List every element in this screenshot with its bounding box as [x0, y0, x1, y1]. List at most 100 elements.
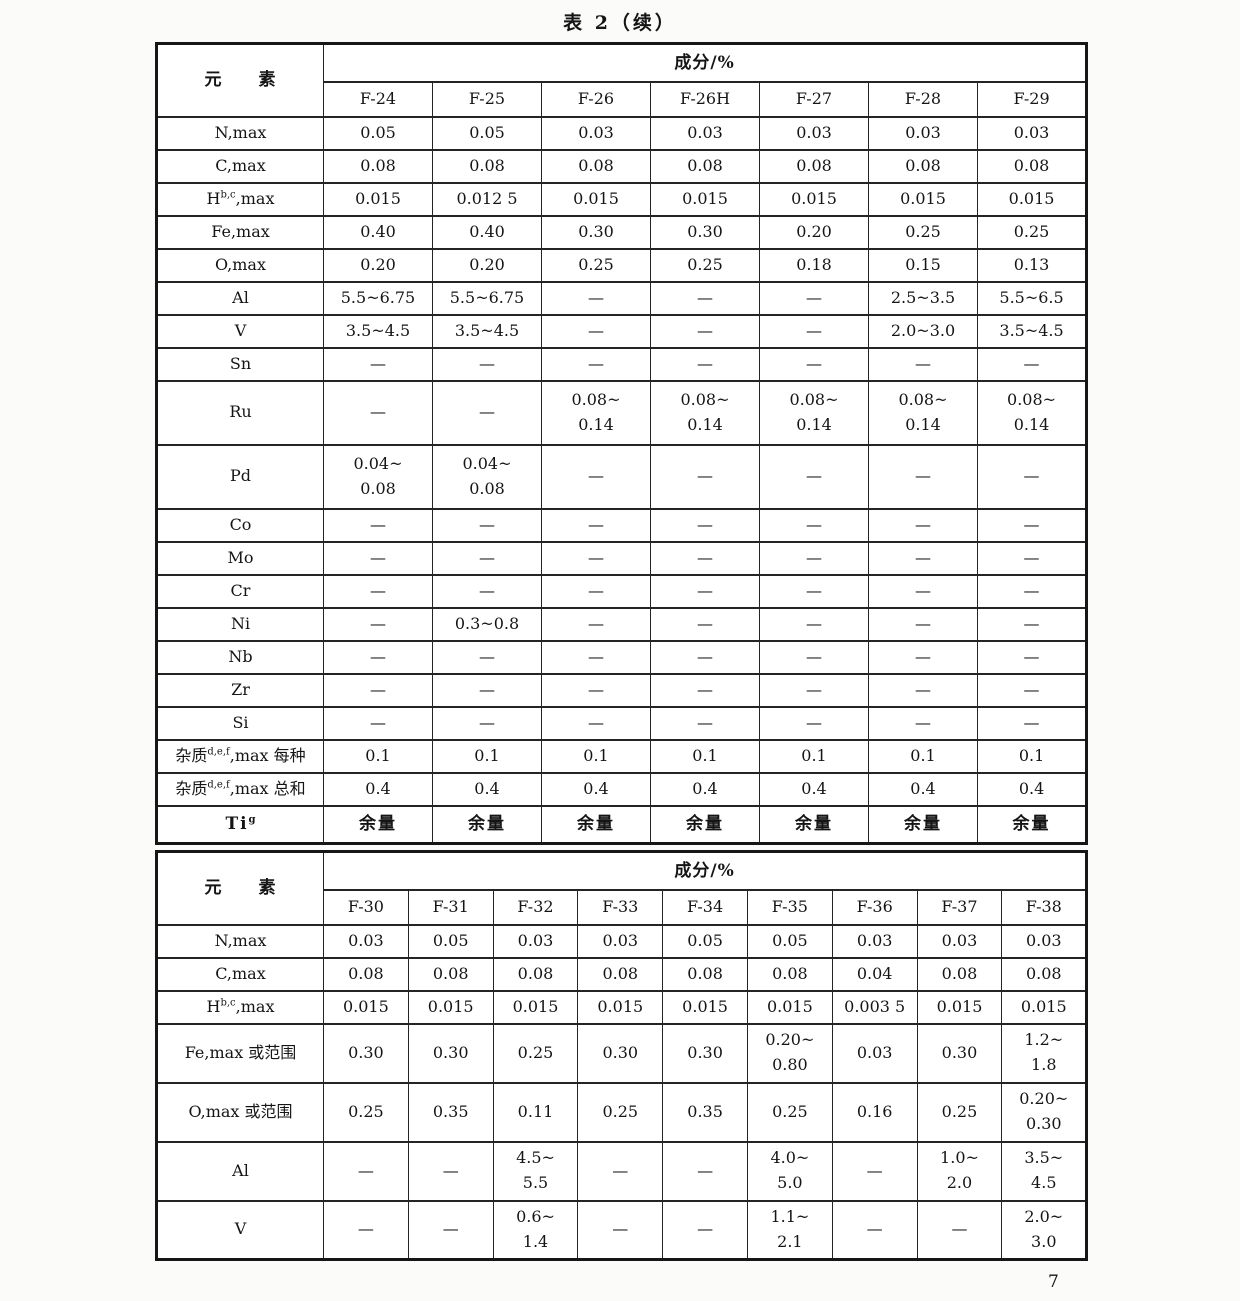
value-cell: 0.03 [541, 115, 651, 151]
value-cell: 0.1 [868, 738, 978, 774]
element-label-text: Mo [227, 547, 254, 567]
element-label: 杂质d,e,f,max 每种 [156, 738, 324, 774]
value-cell: — [323, 379, 433, 446]
element-column-header: 元 素 [156, 850, 324, 926]
element-label: Pd [156, 443, 324, 510]
value-cell: 0.30 [407, 1022, 494, 1084]
element-label-text: 杂质 [175, 778, 208, 798]
value-cell: 0.03 [916, 923, 1003, 959]
value-cell: 0.015 [746, 989, 833, 1025]
value-cell: 0.015 [759, 181, 869, 217]
element-label-text: Ni [230, 613, 251, 633]
element-label-text: O [214, 254, 228, 274]
element-label: Si [156, 705, 324, 741]
value-cell: 0.05 [323, 115, 433, 151]
value-cell: 0.13 [976, 247, 1088, 283]
element-label-text: V [234, 320, 247, 340]
value-cell: 0.015 [976, 181, 1088, 217]
value-cell: — [650, 639, 760, 675]
element-label: Al [156, 1140, 324, 1202]
value-cell: 5.5~6.75 [432, 280, 542, 316]
element-label: C,max [156, 148, 324, 184]
value-cell: 4.5~ 5.5 [492, 1140, 579, 1202]
value-cell: 0.03 [831, 923, 918, 959]
grade-column-header: F-29 [976, 80, 1088, 118]
value-cell: 0.012 5 [432, 181, 542, 217]
value-cell: 2.5~3.5 [868, 280, 978, 316]
element-label-text: Sn [229, 353, 252, 373]
element-label-text: Al [232, 287, 249, 307]
value-cell: — [541, 507, 651, 543]
value-cell: 0.1 [976, 738, 1088, 774]
value-cell: — [323, 346, 433, 382]
value-cell: 0.20 [432, 247, 542, 283]
value-cell: — [976, 507, 1088, 543]
value-cell: 2.0~3.0 [868, 313, 978, 349]
value-cell: 0.30 [650, 214, 760, 250]
element-label-suffix: ,max 每种 [229, 745, 306, 765]
value-cell: — [868, 639, 978, 675]
value-cell: — [650, 540, 760, 576]
value-cell: 0.015 [407, 989, 494, 1025]
value-cell: — [432, 540, 542, 576]
element-label-text: Al [232, 1160, 249, 1180]
value-cell: 0.04~ 0.08 [323, 443, 433, 510]
footnote-superscript: d,e,f [207, 746, 230, 758]
value-cell: 3.5~ 4.5 [1001, 1140, 1088, 1202]
value-cell: 0.04~ 0.08 [432, 443, 542, 510]
value-cell: 0.015 [662, 989, 748, 1025]
value-cell: 0.1 [650, 738, 760, 774]
element-label-text: N [214, 122, 228, 142]
value-cell: — [323, 540, 433, 576]
grade-column-header: F-31 [407, 888, 494, 926]
value-cell: 0.25 [650, 247, 760, 283]
value-cell: 0.08~ 0.14 [868, 379, 978, 446]
value-cell: — [323, 573, 433, 609]
value-cell: 0.08 [1001, 956, 1088, 992]
value-cell: 0.30 [577, 1022, 664, 1084]
value-cell: — [759, 672, 869, 708]
value-cell: 5.5~6.5 [976, 280, 1088, 316]
value-cell: — [432, 346, 542, 382]
grade-column-header: F-24 [323, 80, 433, 118]
value-cell: 0.30 [916, 1022, 1003, 1084]
value-cell: 0.4 [323, 771, 433, 807]
grade-column-header: F-35 [746, 888, 833, 926]
element-label-text: C [215, 155, 227, 175]
value-cell: 2.0~ 3.0 [1001, 1199, 1088, 1261]
value-cell: 0.08 [916, 956, 1003, 992]
value-cell: — [432, 705, 542, 741]
value-cell: — [407, 1140, 494, 1202]
value-cell: 0.03 [577, 923, 664, 959]
grade-column-header: F-27 [759, 80, 869, 118]
value-cell: 0.08 [662, 956, 748, 992]
value-cell: — [650, 346, 760, 382]
value-cell: 1.0~ 2.0 [916, 1140, 1003, 1202]
element-label: Nb [156, 639, 324, 675]
table-title: 表 2（续） [563, 12, 677, 34]
value-cell: 0.015 [541, 181, 651, 217]
value-cell: — [916, 1199, 1003, 1261]
value-cell: 0.03 [492, 923, 579, 959]
value-cell: 0.30 [541, 214, 651, 250]
value-cell: 0.1 [323, 738, 433, 774]
footnote-superscript: d,e,f [207, 779, 230, 791]
footnote-superscript: b,c [220, 997, 236, 1009]
value-cell: — [541, 606, 651, 642]
element-label-text: Fe [211, 221, 231, 241]
value-cell: 0.015 [1001, 989, 1088, 1025]
value-cell: 0.25 [323, 1081, 409, 1143]
value-cell: 0.30 [662, 1022, 748, 1084]
value-cell: 0.1 [432, 738, 542, 774]
value-cell: — [759, 639, 869, 675]
value-cell: 0.20 [323, 247, 433, 283]
element-label: Al [156, 280, 324, 316]
value-cell: — [541, 672, 651, 708]
value-cell: 余量 [759, 804, 869, 845]
element-label: Hb,c,max [156, 181, 324, 217]
value-cell: — [541, 639, 651, 675]
value-cell: — [541, 705, 651, 741]
value-cell: — [868, 606, 978, 642]
value-cell: 3.5~4.5 [976, 313, 1088, 349]
element-label-text: Si [232, 712, 249, 732]
